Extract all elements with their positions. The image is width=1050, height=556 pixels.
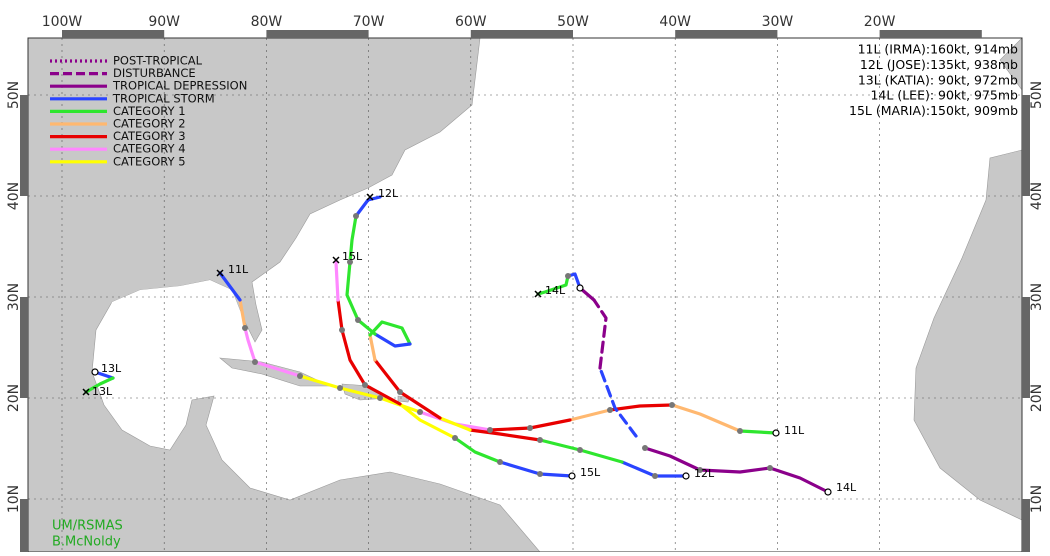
track-label: 13L: [92, 385, 113, 398]
lat-label: 30N: [1029, 283, 1045, 311]
gulf-water: [100, 280, 243, 400]
lat-label: 50N: [6, 81, 22, 109]
legend-label: TROPICAL STORM: [112, 91, 215, 105]
lon-label: 80W: [251, 14, 283, 30]
lat-label: 30N: [6, 283, 22, 311]
track-label: 11L: [784, 424, 805, 437]
track-label: 14L: [836, 481, 857, 494]
lat-label: 20N: [6, 384, 22, 412]
lon-label: 40W: [659, 14, 691, 30]
legend-label: CATEGORY 1: [113, 104, 186, 118]
track-maria: [398, 402, 457, 440]
frame-band: [1022, 499, 1030, 552]
frame-band: [879, 30, 982, 38]
track-katia: [84, 376, 115, 394]
track-lee: [592, 298, 608, 370]
track-jose: [373, 332, 412, 348]
track-jose: [345, 214, 377, 336]
tracks: [84, 195, 830, 494]
track-irma: [243, 326, 302, 378]
frame-band: [20, 95, 28, 196]
intensity-line: 14L (LEE): 90kt, 975mb: [870, 88, 1018, 103]
track-maria: [334, 260, 340, 302]
track-jose: [468, 428, 542, 442]
lat-label: 40N: [6, 182, 22, 210]
lon-label: 90W: [148, 14, 180, 30]
credit: UM/RSMAS: [52, 519, 123, 534]
lat-label: 10N: [6, 485, 22, 513]
track-lee: [598, 366, 638, 438]
track-label: 13L: [101, 362, 122, 375]
frame-band: [470, 30, 573, 38]
lon-label: 60W: [455, 14, 487, 30]
track-lee: [536, 274, 570, 296]
frame-band: [20, 297, 28, 398]
track-jose: [368, 320, 412, 346]
legend-label: POST-TROPICAL: [113, 54, 203, 68]
legend-label: CATEGORY 4: [113, 142, 186, 156]
lat-label: 10N: [1029, 485, 1045, 513]
track-labels: 11L 11L 12L 12L 13L 13L 14L 14L 15L 15L: [92, 187, 857, 494]
land: [27, 37, 1023, 553]
frame-band: [1022, 297, 1030, 398]
credit: B.McNoldy: [52, 535, 121, 550]
intensity-line: 15L (MARIA):150kt, 909mb: [849, 103, 1018, 118]
track-jose: [438, 416, 472, 432]
frame-band: [62, 30, 165, 38]
lon-label: 30W: [762, 14, 794, 30]
track-dots: [242, 213, 773, 479]
track-label: 11L: [228, 263, 249, 276]
track-label: 15L: [342, 250, 363, 263]
track-lee: [643, 446, 830, 494]
frame-band: [1022, 95, 1030, 196]
track-irma: [218, 271, 242, 302]
track-jose: [368, 333, 377, 362]
lon-label: 50W: [557, 14, 589, 30]
legend-label: CATEGORY 2: [113, 117, 186, 131]
track-label: 12L: [694, 467, 715, 480]
track-label: 14L: [545, 284, 566, 297]
frame-band: [266, 30, 369, 38]
track-maria: [453, 436, 502, 464]
legend-label: TROPICAL DEPRESSION: [112, 79, 247, 93]
legend-label: DISTURBANCE: [113, 66, 196, 80]
lon-label: 70W: [353, 14, 385, 30]
legend-label: CATEGORY 5: [113, 154, 186, 168]
lat-label: 20N: [1029, 384, 1045, 412]
track-irma: [738, 429, 778, 435]
track-label: 12L: [378, 187, 399, 200]
legend-label: CATEGORY 3: [113, 129, 186, 143]
end-markers: [82, 193, 542, 396]
lon-label: 20W: [864, 14, 896, 30]
lat-label: 40N: [1029, 182, 1045, 210]
track-irma: [568, 408, 612, 422]
track-label: 15L: [580, 466, 601, 479]
intensity-line: 11L (IRMA):160kt, 914mb: [858, 42, 1018, 57]
track-irma: [238, 298, 247, 330]
frame-band: [675, 30, 778, 38]
intensity-line: 13L (KATIA): 90kt, 972mb: [858, 72, 1018, 87]
lon-label: 100W: [42, 14, 83, 30]
frame-band: [20, 499, 28, 552]
track-maria: [336, 298, 402, 406]
intensity-line: 12L (JOSE):135kt, 938mb: [860, 57, 1018, 72]
start-markers: [91, 284, 832, 496]
lat-label: 50N: [1029, 81, 1045, 109]
track-irma: [608, 403, 674, 412]
track-irma: [670, 403, 742, 433]
